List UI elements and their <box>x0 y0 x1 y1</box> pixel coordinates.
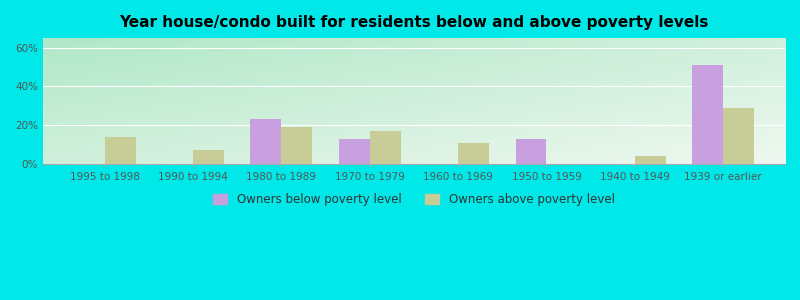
Bar <box>193 150 224 164</box>
Bar <box>370 131 401 164</box>
Bar <box>250 119 282 164</box>
Bar <box>692 65 723 164</box>
Bar <box>723 108 754 164</box>
Title: Year house/condo built for residents below and above poverty levels: Year house/condo built for residents bel… <box>119 15 709 30</box>
Bar <box>515 139 546 164</box>
Bar <box>282 127 312 164</box>
Bar <box>458 142 489 164</box>
Bar <box>339 139 370 164</box>
Bar <box>635 156 666 164</box>
Bar <box>105 137 136 164</box>
Legend: Owners below poverty level, Owners above poverty level: Owners below poverty level, Owners above… <box>209 188 619 211</box>
